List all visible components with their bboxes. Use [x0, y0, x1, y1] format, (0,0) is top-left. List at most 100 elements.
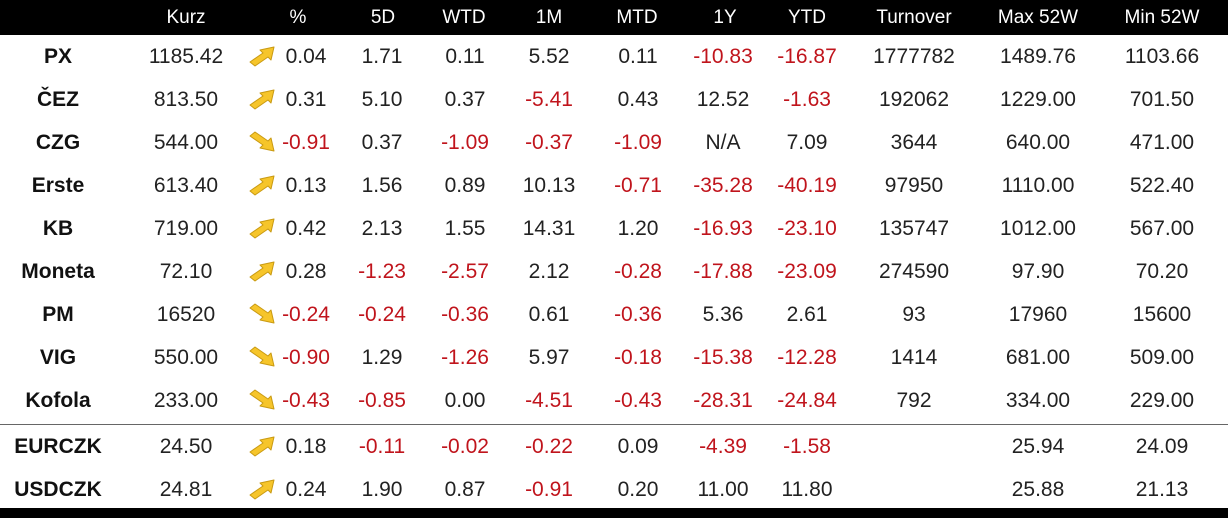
instrument-name-cell: CZG [35, 131, 81, 154]
change-1m-cell: 10.13 [522, 174, 576, 197]
min-52w-cell: 471.00 [1129, 131, 1195, 154]
max-52w-cell: 1489.76 [1000, 45, 1076, 68]
table-header: Kurz % 5D WTD 1M MTD 1Y YTD Turnover Max… [0, 0, 1228, 35]
min-52w-cell: 701.50 [1129, 88, 1195, 111]
change-mtd-cell: 0.11 [618, 45, 658, 68]
up-arrow-icon [249, 46, 275, 67]
down-arrow-icon [249, 303, 275, 324]
price-cell: 233.00 [153, 389, 219, 412]
table-row: PM 16520 -0.24 -0.24 -0.36 0.61 -0.36 5.36 2.61 9… [0, 293, 1228, 336]
change-1m-cell: 5.97 [528, 346, 570, 369]
change-percent-cell: 0.28 [285, 260, 327, 283]
change-percent-cell: 0.18 [285, 435, 327, 458]
change-1y-cell: N/A [705, 131, 741, 154]
turnover-cell: 97950 [884, 174, 944, 197]
change-mtd-cell: -0.28 [614, 260, 662, 283]
table-row: VIG 550.00 -0.90 1.29 -1.26 5.97 -0.18 -15.38 -1… [0, 336, 1228, 379]
change-5d-cell: -0.85 [358, 389, 406, 412]
change-wtd-cell: -1.09 [441, 131, 489, 154]
change-1y-cell: 12.52 [696, 88, 750, 111]
change-mtd-cell: -0.71 [614, 174, 662, 197]
change-5d-cell: 0.37 [361, 131, 403, 154]
change-1y-cell: -10.83 [693, 45, 753, 68]
table-row: Erste 613.40 0.13 1.56 0.89 10.13 -0.71 -35.28 -… [0, 164, 1228, 207]
change-1m-cell: 14.31 [522, 217, 576, 240]
instrument-name-cell: Kofola [25, 389, 91, 412]
table-row: USDCZK 24.81 0.24 1.90 0.87 -0.91 0.20 11.00 11.… [0, 468, 1228, 511]
change-wtd-cell: -1.26 [441, 346, 489, 369]
max-52w-cell: 97.90 [1011, 260, 1065, 283]
up-arrow-icon [249, 175, 275, 196]
min-52w-cell: 567.00 [1129, 217, 1195, 240]
column-header-turnover: Turnover [876, 7, 952, 28]
turnover-cell: 192062 [878, 88, 950, 111]
change-5d-cell: -1.23 [358, 260, 406, 283]
price-cell: 1185.42 [148, 45, 224, 68]
change-ytd-cell: -23.10 [777, 217, 837, 240]
change-wtd-cell: -2.57 [441, 260, 489, 283]
max-52w-cell: 1110.00 [1001, 174, 1075, 197]
change-percent-cell: -0.43 [282, 389, 330, 412]
change-mtd-cell: 0.43 [617, 88, 659, 111]
change-wtd-cell: -0.02 [441, 435, 489, 458]
change-wtd-cell: 0.37 [444, 88, 486, 111]
change-wtd-cell: 1.55 [444, 217, 486, 240]
turnover-cell [856, 425, 972, 468]
instrument-name-cell: Moneta [21, 260, 95, 283]
max-52w-cell: 17960 [1008, 303, 1068, 326]
change-1m-cell: -0.37 [525, 131, 573, 154]
table-row: Kofola 233.00 -0.43 -0.85 0.00 -4.51 -0.43 -28.… [0, 379, 1228, 422]
up-arrow-icon [249, 89, 275, 110]
min-52w-cell: 21.13 [1135, 478, 1189, 501]
change-ytd-cell: -16.87 [777, 45, 837, 68]
turnover-cell: 3644 [890, 131, 938, 154]
change-1y-cell: -35.28 [693, 174, 753, 197]
change-5d-cell: -0.24 [358, 303, 406, 326]
change-1y-cell: -16.93 [693, 217, 753, 240]
change-percent-cell: 0.24 [285, 478, 327, 501]
change-1m-cell: 5.52 [528, 45, 570, 68]
instrument-name-cell: USDCZK [14, 478, 102, 501]
turnover-cell: 1414 [890, 346, 938, 369]
change-ytd-cell: -24.84 [777, 389, 837, 412]
row-divider [0, 424, 1228, 425]
change-5d-cell: -0.11 [358, 435, 406, 458]
price-cell: 72.10 [159, 260, 213, 283]
change-mtd-cell: 0.09 [617, 435, 659, 458]
change-mtd-cell: -0.36 [614, 303, 662, 326]
down-arrow-icon [249, 389, 275, 410]
table-row: PX 1185.42 0.04 1.71 0.11 5.52 0.11 -10.83 -16.8… [0, 35, 1228, 78]
change-wtd-cell: 0.89 [444, 174, 486, 197]
change-ytd-cell: 11.80 [781, 478, 833, 501]
instrument-name-cell: VIG [39, 346, 77, 369]
change-1m-cell: -4.51 [525, 389, 573, 412]
change-1y-cell: 5.36 [702, 303, 744, 326]
turnover-cell [856, 468, 972, 511]
column-header-wtd: WTD [442, 7, 486, 28]
column-header-5d: 5D [370, 7, 396, 28]
instrument-name-cell: PX [43, 45, 72, 68]
change-1m-cell: -0.91 [525, 478, 573, 501]
change-1m-cell: -5.41 [525, 88, 573, 111]
turnover-cell: 792 [896, 389, 932, 412]
min-52w-cell: 229.00 [1129, 389, 1195, 412]
table-row: EURCZK 24.50 0.18 -0.11 -0.02 -0.22 0.09 -4.39 -… [0, 425, 1228, 468]
column-header-min-52w: Min 52W [1124, 7, 1200, 28]
turnover-cell: 93 [902, 303, 926, 326]
price-cell: 719.00 [153, 217, 219, 240]
change-1y-cell: -15.38 [693, 346, 753, 369]
change-5d-cell: 1.90 [361, 478, 403, 501]
change-wtd-cell: -0.36 [441, 303, 489, 326]
change-1m-cell: 0.61 [528, 303, 570, 326]
max-52w-cell: 1229.00 [1000, 88, 1076, 111]
column-header-max-52w: Max 52W [997, 7, 1079, 28]
min-52w-cell: 509.00 [1129, 346, 1195, 369]
min-52w-cell: 70.20 [1135, 260, 1189, 283]
column-header-ytd: YTD [788, 7, 826, 28]
table-row: KB 719.00 0.42 2.13 1.55 14.31 1.20 -16.93 -23.1… [0, 207, 1228, 250]
price-cell: 24.81 [159, 478, 213, 501]
change-mtd-cell: -0.43 [614, 389, 662, 412]
change-percent-cell: 0.31 [285, 88, 327, 111]
change-percent-cell: -0.90 [282, 346, 330, 369]
